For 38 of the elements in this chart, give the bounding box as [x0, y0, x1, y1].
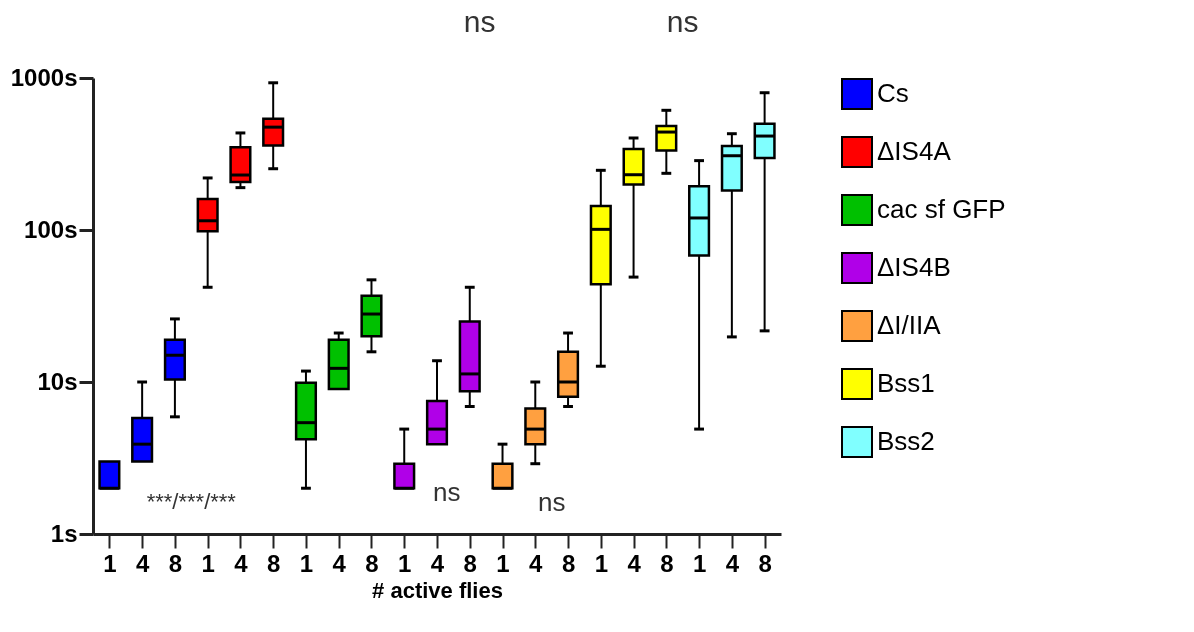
text: ns [463, 5, 496, 38]
annotation: ns [537, 487, 566, 517]
x-tick-label: 8 [561, 549, 576, 577]
x-tick-label: 4 [332, 549, 347, 577]
x-tick-label: 4 [135, 549, 150, 577]
legend-label: Bss2 [877, 426, 935, 456]
y-tick-label: 100s [24, 215, 78, 243]
legend-label: Bss1 [877, 368, 935, 398]
x-tick-label: 8 [463, 549, 477, 577]
x-tick-label: 1 [496, 549, 510, 577]
x-tick-label: 4 [725, 549, 740, 577]
legend-label: ΔI/IIA [877, 310, 942, 340]
x-axis-title: # active flies [372, 577, 503, 603]
x-tick-label: 8 [660, 549, 674, 577]
legend-label: ΔIS4B [877, 252, 951, 282]
x-tick-label: 1 [398, 549, 412, 577]
x-tick-label: 1 [103, 549, 117, 577]
y-tick-label: 1s [50, 519, 78, 547]
legend-label: cac sf GFP [877, 194, 1006, 224]
annotation: ***/***/*** [146, 489, 237, 514]
x-tick-label: 8 [758, 549, 772, 577]
x-tick-label: 1 [692, 549, 707, 577]
x-tick-label: 8 [267, 549, 281, 577]
x-tick-label: 1 [594, 549, 608, 577]
x-tick-label: 1 [201, 549, 215, 577]
annotation: ns [433, 477, 461, 507]
x-tick-label: 4 [529, 549, 544, 577]
legend-label: Cs [877, 78, 909, 108]
legend-label: ΔIS4A [877, 136, 952, 166]
x-tick-label: 4 [234, 549, 249, 577]
y-tick-label: 1000s [10, 63, 78, 91]
text: ns [666, 5, 699, 38]
x-tick-label: 8 [168, 549, 183, 577]
x-tick-label: 1 [299, 549, 314, 577]
x-tick-label: 4 [627, 549, 642, 577]
x-tick-label: 8 [365, 549, 379, 577]
x-tick-label: 4 [430, 549, 445, 577]
y-tick-label: 10s [37, 367, 78, 395]
